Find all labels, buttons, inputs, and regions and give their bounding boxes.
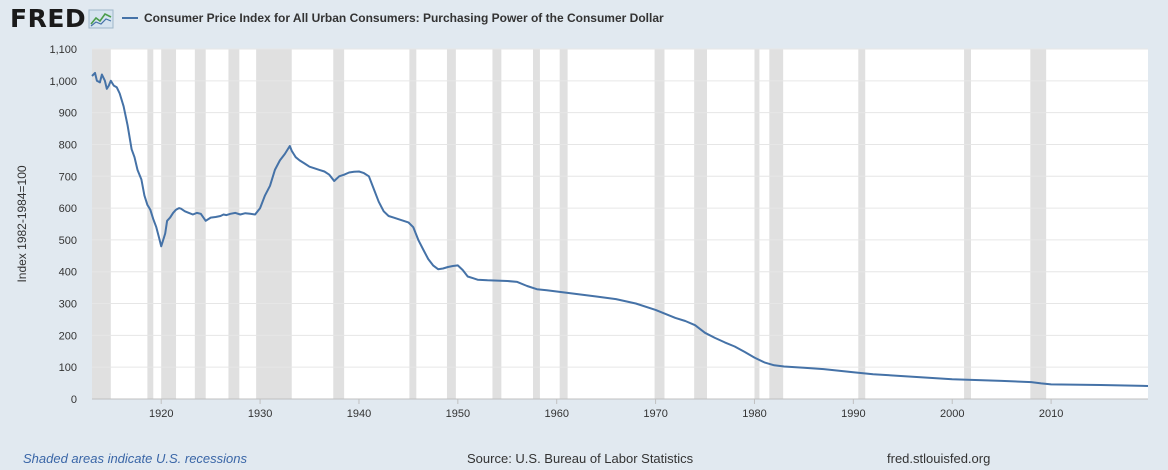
legend: Consumer Price Index for All Urban Consu…: [122, 11, 664, 25]
x-tick-label: 1940: [347, 408, 371, 420]
recession-band: [492, 49, 502, 399]
x-tick-label: 2000: [940, 408, 964, 420]
y-tick-label: 200: [59, 330, 77, 342]
y-tick-label: 1,000: [49, 76, 77, 88]
x-tick-label: 1960: [544, 408, 568, 420]
line-chart: 0 100 200 300 400 500 600 700 800 900 1,000 1,100 1…: [15, 44, 1149, 420]
y-tick-label: 300: [59, 299, 77, 311]
x-tick-label: 1970: [643, 408, 667, 420]
y-tick-label: 100: [59, 362, 77, 374]
legend-swatch: [122, 17, 138, 19]
recession-band: [858, 49, 866, 399]
recession-band: [654, 49, 665, 399]
fred-logo-text: FRED: [10, 4, 87, 33]
y-tick-label: 0: [71, 394, 77, 406]
plot-area: [92, 49, 1148, 399]
recession-band: [228, 49, 240, 399]
y-axis-title: Index 1982-1984=100: [15, 165, 29, 282]
x-tick-label: 1930: [248, 408, 272, 420]
source-note: Source: U.S. Bureau of Labor Statistics: [467, 451, 694, 466]
y-tick-label: 600: [59, 203, 77, 215]
x-tick-label: 1950: [446, 408, 470, 420]
y-axis-tick-labels: 0 100 200 300 400 500 600 700 800 900 1,000 1,100: [49, 44, 77, 406]
x-tick-label: 1980: [742, 408, 766, 420]
recession-band: [194, 49, 206, 399]
recession-band: [964, 49, 972, 399]
recession-band: [256, 49, 292, 399]
recession-band: [532, 49, 540, 399]
recession-band: [694, 49, 708, 399]
legend-series-label: Consumer Price Index for All Urban Consu…: [144, 11, 664, 25]
recession-band: [161, 49, 177, 399]
y-tick-label: 900: [59, 108, 77, 120]
recession-band: [446, 49, 456, 399]
fred-logo[interactable]: FRED: [10, 6, 114, 32]
y-tick-label: 400: [59, 267, 77, 279]
grid-lines: [92, 48, 1148, 400]
y-tick-label: 800: [59, 139, 77, 151]
y-tick-label: 700: [59, 171, 77, 183]
recession-band: [754, 49, 760, 399]
fred-url[interactable]: fred.stlouisfed.org: [887, 451, 991, 466]
x-tick-label: 1990: [841, 408, 865, 420]
recession-bands: [92, 49, 1047, 399]
recession-band: [92, 49, 111, 399]
y-tick-label: 1,100: [49, 44, 77, 56]
recession-band: [333, 49, 345, 399]
recession-note: Shaded areas indicate U.S. recessions: [23, 451, 248, 466]
recession-band: [769, 49, 784, 399]
chart-line-icon: [88, 9, 114, 29]
recession-band: [1030, 49, 1047, 399]
x-axis-tick-labels: 1920 1930 1940 1950 1960 1970 1980 1990 2000 2010: [149, 399, 1063, 420]
series-line: [91, 71, 1149, 387]
recession-band: [147, 49, 154, 399]
y-tick-label: 500: [59, 235, 77, 247]
x-tick-label: 2010: [1039, 408, 1063, 420]
x-tick-label: 1920: [149, 408, 173, 420]
recession-band: [409, 49, 417, 399]
recession-band: [559, 49, 568, 399]
